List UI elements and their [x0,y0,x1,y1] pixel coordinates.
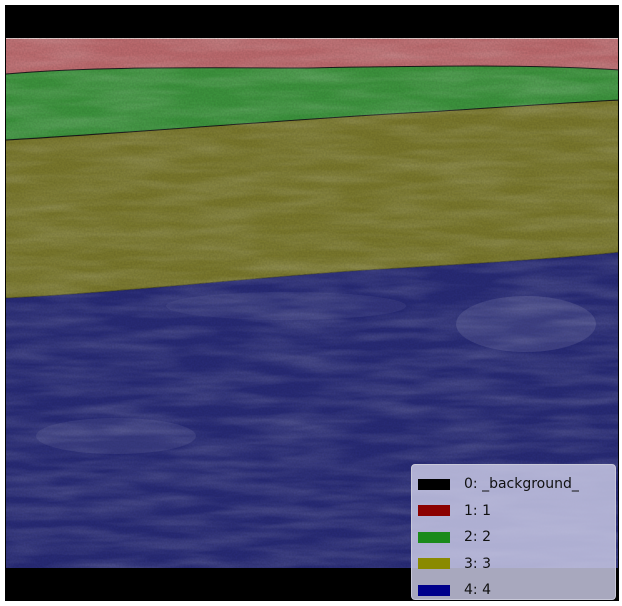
legend-item: 2: 2 [418,524,615,551]
legend-label: 3: 3 [464,555,491,572]
legend-item: 3: 3 [418,551,615,578]
image-frame: 0: _background_ 1: 1 2: 2 3: 3 4: 4 [5,5,619,601]
legend-item: 4: 4 [418,577,615,600]
legend-swatch [418,584,450,596]
legend-label: 4: 4 [464,582,491,599]
legend-swatch [418,531,450,543]
background-top [6,6,618,38]
legend: 0: _background_ 1: 1 2: 2 3: 3 4: 4 [411,464,616,600]
bright-region-center [166,292,406,320]
legend-item: 0: _background_ [418,471,615,498]
legend-swatch [418,558,450,570]
segmentation-image [6,6,618,600]
legend-label: 0: _background_ [464,476,579,493]
legend-item: 1: 1 [418,498,615,525]
bright-region-left [36,418,196,454]
legend-swatch [418,478,450,490]
legend-label: 2: 2 [464,529,491,546]
legend-swatch [418,505,450,517]
bright-region-right [456,296,596,352]
legend-label: 1: 1 [464,502,491,519]
